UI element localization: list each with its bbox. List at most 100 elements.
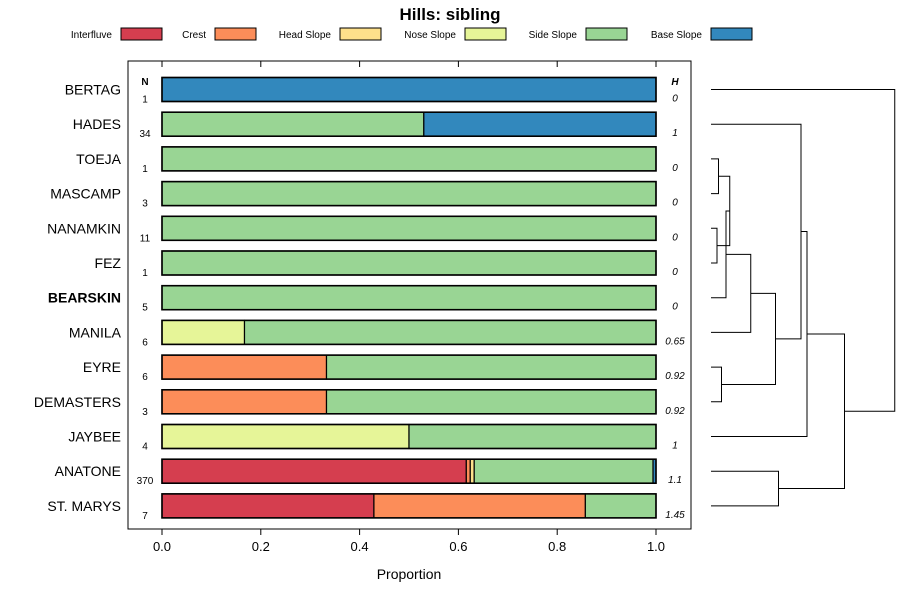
row-h-value: 1 [672, 441, 678, 452]
row-n-value: 370 [137, 476, 154, 487]
legend-label-head-slope: Head Slope [279, 30, 332, 41]
bar-outline [161, 319, 657, 346]
bar-row-demasters: DEMASTERS 3 0.92 [34, 388, 685, 418]
row-label: HADES [73, 116, 121, 132]
bar-segment-side-slope [161, 250, 657, 276]
chart-title: Hills: sibling [399, 5, 500, 24]
row-label: DEMASTERS [34, 394, 121, 410]
legend-swatch-nose-slope [464, 27, 507, 41]
legend-swatch-crest [214, 27, 257, 41]
row-n-value: 5 [142, 303, 148, 314]
row-label: MANILA [69, 324, 122, 340]
bar-segment-side-slope [161, 285, 657, 311]
row-h-value: 0 [672, 302, 678, 313]
bar-segment-side-slope [473, 458, 654, 484]
row-h-value: 0 [672, 232, 678, 243]
x-tick-label: 0.4 [351, 539, 369, 554]
bar-row-manila: MANILA 6 0.65 [69, 319, 685, 348]
bar-row-eyre: EYRE 6 0.92 [83, 354, 685, 383]
row-label: NANAMKIN [47, 220, 121, 236]
bar-segment-crest [161, 354, 328, 380]
legend-swatch-head-slope [339, 27, 382, 41]
bar-outline [161, 250, 657, 276]
bar-row-anatone: ANATONE 370 1.1 [55, 458, 682, 487]
bar-outline [161, 388, 657, 415]
row-label: ANATONE [55, 463, 121, 479]
row-n-value: 1 [142, 268, 148, 279]
bar-outline [161, 146, 657, 172]
x-axis: 0.0 0.2 0.4 0.6 0.8 1.0 [153, 61, 665, 554]
row-h-value: 1.1 [668, 475, 682, 486]
row-n-value: 6 [142, 372, 148, 383]
row-h-value: 0.65 [665, 336, 685, 347]
bar-outline [161, 354, 657, 380]
bar-segment-crest [161, 389, 328, 415]
row-label: TOEJA [76, 151, 122, 167]
dendrogram-link [721, 292, 776, 385]
x-tick-label: 1.0 [647, 539, 665, 554]
bar-outline [161, 458, 657, 485]
bar-row-toeja: TOEJA 1 0 [76, 146, 678, 175]
bar-segment-base-slope [161, 76, 657, 103]
row-n-value: 1 [142, 95, 148, 106]
bar-segment-nose-slope [161, 319, 246, 345]
dendrogram-link [711, 89, 896, 412]
x-tick-label: 0.2 [252, 539, 270, 554]
bar-outline [161, 493, 657, 519]
dendrogram-link [711, 470, 779, 507]
row-n-value: 3 [142, 199, 148, 210]
bar-row-bertag: BERTAG 1 0 [65, 76, 678, 106]
n-column-header: N [141, 77, 148, 88]
legend-label-side-slope: Side Slope [529, 30, 578, 41]
row-h-value: 0.92 [665, 371, 685, 382]
row-label: BEARSKIN [48, 290, 121, 306]
row-h-value: 0 [672, 94, 678, 105]
bar-segment-side-slope [243, 319, 657, 345]
bar-row-fez: FEZ 1 0 [95, 250, 678, 279]
row-label: MASCAMP [50, 186, 121, 202]
row-n-value: 6 [142, 337, 148, 348]
row-label: FEZ [95, 255, 122, 271]
legend-label-interfluve: Interfluve [71, 30, 113, 41]
legend-label-nose-slope: Nose Slope [404, 30, 456, 41]
bar-segment-side-slope [161, 146, 657, 172]
bar-outline [161, 180, 657, 207]
bar-segment-nose-slope [161, 423, 410, 450]
bar-row-hades: HADES 34 1 [73, 111, 678, 140]
bar-segment-side-slope [325, 354, 657, 380]
row-h-value: 1 [672, 128, 678, 139]
bar-outline [161, 111, 657, 137]
bar-segment-interfluve [161, 458, 467, 484]
row-n-value: 3 [142, 407, 148, 418]
bar-outline [161, 76, 657, 103]
bar-row-mascamp: MASCAMP 3 0 [50, 180, 678, 210]
dendrogram-link [711, 158, 719, 195]
dendrogram-link [711, 227, 718, 264]
x-tick-label: 0.8 [548, 539, 566, 554]
bar-segment-side-slope [161, 215, 657, 241]
row-h-value: 0 [672, 267, 678, 278]
bar-outline [161, 284, 657, 311]
legend-swatch-interfluve [120, 27, 163, 41]
x-axis-label: Proportion [377, 566, 442, 582]
bar-segment-side-slope [584, 493, 657, 519]
legend-swatch-base-slope [710, 27, 753, 41]
row-label: ST. MARYS [47, 498, 121, 514]
dendrogram-link [711, 366, 722, 403]
row-label: EYRE [83, 359, 121, 375]
bar-segment-side-slope [161, 181, 657, 207]
dendrogram-link [711, 123, 802, 340]
bar-segment-interfluve [161, 493, 375, 519]
bar-segment-side-slope [325, 389, 657, 415]
h-column-header: H [671, 77, 679, 88]
bar-segment-side-slope [161, 111, 425, 137]
dendrogram [711, 89, 896, 507]
bar-segment-crest [373, 493, 586, 519]
dendrogram-link [711, 253, 752, 333]
bar-outline [161, 215, 657, 242]
x-tick-label: 0.6 [449, 539, 467, 554]
legend: Interfluve Crest Head Slope Nose Slope Side … [71, 27, 753, 41]
row-n-value: 4 [142, 442, 148, 453]
row-n-value: 1 [142, 164, 148, 175]
